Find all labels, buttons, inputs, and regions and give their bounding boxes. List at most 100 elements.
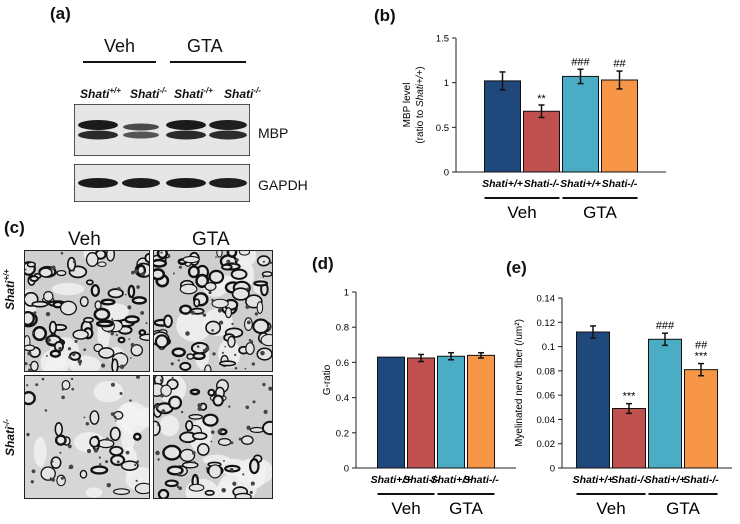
wb-lane-label: Shati-/- [130, 86, 167, 101]
em-axon [90, 465, 109, 475]
em-speck [157, 424, 160, 427]
panel-a-letter: (a) [50, 4, 71, 23]
em-speck [202, 313, 207, 317]
em-speck [47, 338, 51, 342]
em-speck [93, 448, 99, 453]
em-speck [51, 265, 56, 270]
significance-label: ## [613, 58, 626, 70]
em-axon [144, 252, 149, 264]
em-axon [227, 335, 236, 348]
em-axon [50, 456, 62, 469]
em-patch [51, 282, 85, 296]
y-tick-label: 0.08 [537, 366, 556, 377]
em-speck [72, 260, 77, 264]
em-axon [256, 301, 264, 314]
bar [377, 356, 405, 469]
em-axon [186, 353, 195, 360]
em-axon [117, 336, 126, 344]
y-tick-label: 0.06 [537, 391, 556, 402]
em-speck [130, 343, 135, 348]
em-speck [33, 311, 37, 315]
em-speck [25, 268, 27, 271]
em-speck [131, 270, 135, 275]
em-speck [129, 399, 132, 402]
em-speck [135, 479, 138, 482]
em-axon [211, 298, 229, 309]
em-speck [141, 272, 145, 277]
em-axon [90, 284, 100, 297]
panel-e-letter: (e) [506, 258, 527, 277]
em-speck [155, 450, 160, 456]
em-image [153, 375, 273, 499]
em-speck [51, 460, 54, 463]
y-axis-label-2: (ratio to Shati+/+) [415, 66, 426, 143]
y-tick-label: 1 [444, 78, 449, 89]
em-axon [93, 307, 111, 322]
bar [437, 355, 465, 469]
bar [467, 354, 495, 469]
em-speck [217, 429, 223, 434]
em-speck [170, 362, 174, 366]
em-axon [132, 432, 142, 441]
em-axon [85, 279, 94, 286]
em-axon [231, 287, 250, 301]
em-axon [43, 291, 54, 302]
em-speck [249, 340, 254, 344]
em-speck [269, 261, 272, 265]
em-speck [45, 311, 51, 317]
em-speck [83, 416, 86, 419]
em-axon [171, 347, 186, 358]
mbp-blot [74, 104, 250, 156]
em-speck [51, 478, 55, 482]
em-row-label: Shati+/+ [2, 269, 17, 310]
significance-label: *** [695, 351, 709, 363]
em-speck [127, 305, 132, 310]
em-axon [100, 298, 116, 306]
em-axon [48, 320, 58, 335]
em-speck [85, 421, 90, 426]
x-tick-label: Shati-/- [602, 178, 638, 190]
em-speck [250, 481, 255, 486]
em-speck [159, 393, 165, 398]
group-label: Veh [507, 203, 536, 222]
em-axon [54, 422, 63, 437]
significance-label: *** [623, 391, 637, 403]
em-speck [177, 359, 180, 362]
em-axon [192, 431, 208, 441]
em-axon [168, 395, 183, 410]
em-axon [230, 268, 248, 280]
y-tick-label: 0.12 [537, 318, 556, 329]
y-tick-label: 0.2 [336, 428, 349, 439]
em-speck [172, 272, 175, 275]
em-patch [121, 425, 135, 452]
em-row-label: Shati-/- [2, 419, 17, 456]
em-axon [97, 438, 115, 449]
group-label: GTA [449, 499, 483, 518]
significance-label: ## [695, 340, 708, 352]
em-axon [94, 300, 102, 310]
em-speck [171, 378, 174, 381]
em-speck [124, 293, 127, 296]
em-axon [40, 466, 56, 481]
em-axon [79, 296, 89, 307]
y-tick-label: 0.14 [537, 294, 556, 305]
em-speck [157, 458, 160, 461]
em-axon [127, 284, 136, 299]
em-speck [232, 481, 237, 486]
em-speck [105, 460, 109, 464]
em-image [24, 250, 150, 372]
bar [562, 75, 599, 173]
y-tick-label: 0.8 [336, 323, 349, 334]
em-speck [116, 286, 121, 291]
em-axon [217, 437, 232, 446]
em-speck [60, 476, 64, 480]
em-speck [230, 441, 234, 445]
em-patch [33, 436, 47, 467]
em-axon [207, 388, 216, 397]
em-axon [79, 469, 88, 479]
wb-lane-label: Shati+/+ [80, 86, 121, 101]
em-speck [211, 298, 214, 302]
em-speck [74, 339, 78, 343]
significance-label: ### [656, 320, 675, 332]
em-axon [212, 394, 224, 407]
